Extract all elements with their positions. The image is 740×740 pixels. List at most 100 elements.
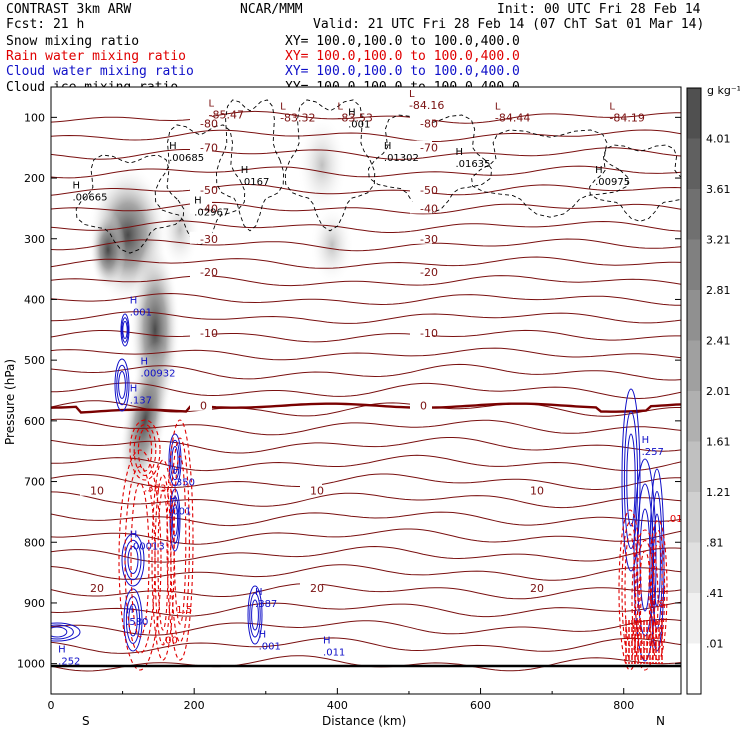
- cloud-water-maximum: .350: [173, 478, 195, 489]
- rain-contour: [624, 533, 636, 647]
- temperature-label: 0: [420, 400, 427, 413]
- low-marker: L: [409, 89, 415, 100]
- colorbar-swatch: [687, 138, 701, 189]
- temperature-label: -10: [200, 327, 218, 340]
- rain-contour: [154, 474, 172, 646]
- temperature-label: 20: [310, 582, 324, 595]
- y-tick-label: 100: [24, 111, 45, 124]
- axes: 0 200 400 600 800100200300400500600700800900…: [17, 111, 681, 712]
- rain-contour: [118, 449, 162, 671]
- cloud-ice-maximum: .0167: [241, 177, 270, 188]
- temperature-minimum: -83.53: [337, 111, 372, 124]
- temperature-label: -10: [420, 327, 438, 340]
- cloud-water-contour: [116, 364, 128, 406]
- temperature-label-bg: [410, 325, 432, 338]
- high-marker: H: [455, 147, 463, 158]
- center-label: NCAR/MMM: [240, 2, 303, 17]
- temperature-label: 10: [530, 485, 544, 498]
- temperature-label: -40: [420, 202, 438, 215]
- colorbar-swatch: [687, 239, 701, 290]
- high-marker: H: [72, 180, 80, 191]
- colorbar-level: 3.61: [706, 183, 731, 196]
- rain-contour: [635, 539, 655, 661]
- low-marker: L: [609, 101, 615, 112]
- colorbar-level: 2.01: [706, 385, 731, 398]
- cloud-water-contour: [123, 588, 143, 652]
- temperature-label: -30: [200, 233, 218, 246]
- y-tick-label: 1000: [17, 658, 45, 671]
- cloud-water-contour: [125, 596, 141, 644]
- y-tick-label: 900: [24, 597, 45, 610]
- cloud-water-maximum: .00932: [140, 368, 175, 379]
- high-marker: H: [58, 645, 66, 656]
- low-marker: L: [495, 101, 501, 112]
- temperature-minimum: -84.16: [409, 99, 444, 112]
- temperature-label: 20: [90, 582, 104, 595]
- low-marker: L: [209, 98, 215, 109]
- cloud-ice-maximum: .01635: [455, 159, 490, 170]
- cloud-water-maximum: .001: [259, 641, 281, 652]
- high-marker: H: [130, 529, 138, 540]
- high-marker: H: [323, 636, 331, 647]
- temperature-label-bg: [520, 580, 542, 593]
- temperature-isotherm: [51, 238, 681, 252]
- colorbar-unit: g kg⁻¹: [707, 84, 740, 97]
- cloud-ice-contour: [589, 144, 681, 222]
- temperature-isotherm: [51, 382, 681, 400]
- temperature-isotherm: [51, 147, 681, 160]
- temperature-isotherm: [51, 601, 681, 618]
- temperature-label: -70: [200, 142, 218, 155]
- cloud-water-contour: [51, 626, 68, 638]
- cloud-water-maximum: .252: [58, 657, 80, 668]
- temperature-minimum: -85.47: [209, 108, 244, 121]
- y-tick-label: 300: [24, 233, 45, 246]
- rain-contour: [170, 437, 190, 643]
- cloud-water-contour: [114, 358, 130, 412]
- x-tick-label: 600: [470, 699, 491, 712]
- colorbar-level: .01: [706, 638, 724, 651]
- colorbar-level: 2.81: [706, 284, 731, 297]
- temperature-isotherm: [51, 637, 681, 654]
- cloud-water-contour: [51, 622, 81, 642]
- temperature-label-bg: [190, 231, 212, 244]
- colorbar-swatch: [687, 189, 701, 240]
- valid-time: Valid: 21 UTC Fri 28 Feb 14 (07 ChT Sat …: [313, 17, 704, 32]
- temperature-label-bg: [300, 483, 322, 496]
- freezing-level-line: [51, 402, 681, 414]
- cloud-water-contour: [121, 317, 129, 343]
- temperature-isotherm: [51, 363, 681, 381]
- temperature-label-bg: [410, 201, 432, 214]
- temperature-isotherm: [51, 275, 681, 287]
- rain-maximum: .00: [162, 635, 178, 646]
- y-tick-label: 700: [24, 476, 45, 489]
- cloud-ice-maximum: .00665: [72, 192, 107, 203]
- high-marker: H: [595, 165, 603, 176]
- forecast-hour: Fcst: 21 h: [6, 17, 84, 32]
- field-snow: Snow mixing ratio: [6, 34, 139, 49]
- colorbar-swatch: [687, 492, 701, 543]
- rain-contour: [648, 519, 668, 661]
- temperature-label-bg: [80, 580, 102, 593]
- xy-snow: XY= 100.0,100.0 to 100.0,400.0: [285, 34, 520, 49]
- temperature-label-bg: [80, 483, 102, 496]
- field-rain: Rain water mixing ratio: [6, 49, 186, 64]
- cloud-water-contour: [653, 513, 661, 607]
- temperature-isotherm: [51, 129, 681, 142]
- temperature-isotherm: [51, 256, 681, 269]
- temperature-isotherm: [51, 311, 681, 324]
- cloud-ice-maximum: .00685: [169, 153, 204, 164]
- temperature-minimum: -83.32: [280, 111, 315, 124]
- rain-contour: [166, 419, 194, 661]
- colorbar-swatch: [687, 88, 701, 139]
- cloud-ice-maximum: .00975: [595, 177, 630, 188]
- temperature-isotherm: [51, 292, 681, 306]
- temperature-label-bg: [190, 398, 212, 411]
- y-tick-label: 200: [24, 172, 45, 185]
- colorbar-swatch: [687, 340, 701, 391]
- rain-contour: [631, 529, 659, 671]
- cloud-water-maximum: .001: [169, 507, 191, 518]
- rain-contour: [124, 465, 156, 655]
- colorbar-swatch: [687, 441, 701, 492]
- high-marker: H: [173, 466, 181, 477]
